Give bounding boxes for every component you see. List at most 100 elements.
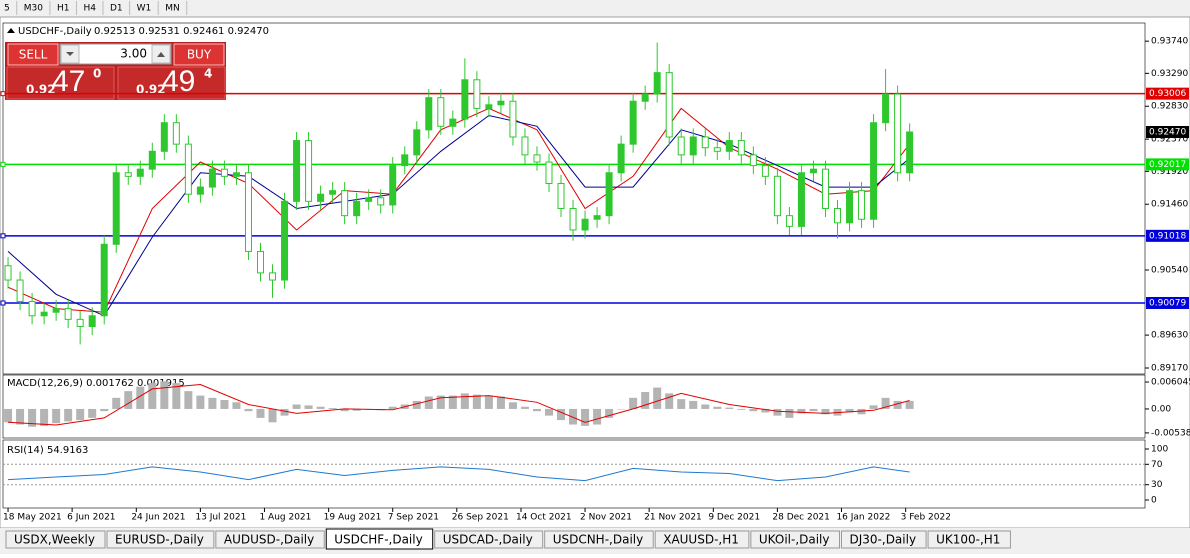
- candle-body: [329, 190, 337, 195]
- sell-button[interactable]: [7, 43, 59, 66]
- y-tick-label: 0.92370: [1151, 135, 1188, 145]
- candle-body: [834, 208, 842, 224]
- candle-body: [809, 168, 817, 174]
- signal-line: [7, 383, 910, 426]
- macd-bar: [737, 408, 746, 410]
- tab[interactable]: [434, 530, 544, 549]
- macd-bar: [148, 383, 157, 409]
- candle-body: [677, 136, 685, 156]
- macd-bar: [725, 407, 734, 409]
- last-price-bg: [1146, 125, 1189, 138]
- tab[interactable]: [325, 528, 434, 550]
- tab[interactable]: [215, 530, 325, 549]
- candle-body: [773, 175, 781, 217]
- chart-window: [0, 16, 1190, 529]
- level-handle: [0, 91, 6, 97]
- x-tick-label: 2 Nov 2021: [580, 513, 632, 523]
- lots-input[interactable]: [59, 43, 172, 65]
- lots-value[interactable]: 3.00: [120, 47, 147, 61]
- candle-body: [317, 193, 325, 202]
- tab-label[interactable]: UKOil-,Daily: [759, 533, 830, 547]
- macd-bar: [749, 408, 758, 412]
- tab[interactable]: [841, 530, 927, 549]
- tab-label[interactable]: USDCHF-,Daily: [334, 533, 422, 547]
- timeframe-button[interactable]: H1: [57, 4, 70, 14]
- candle-body: [172, 122, 180, 145]
- timeframe-button[interactable]: W1: [137, 4, 152, 14]
- tab-label[interactable]: USDX,Weekly: [14, 533, 95, 547]
- macd-bar: [653, 387, 662, 409]
- tab[interactable]: [927, 530, 1011, 549]
- candle-body: [894, 93, 902, 174]
- level-label-bg: [1146, 229, 1189, 242]
- timeframe-button[interactable]: H4: [83, 4, 96, 14]
- x-tick-label: 3 Feb 2022: [901, 513, 951, 523]
- y-tick-label: 0.93740: [1151, 37, 1188, 47]
- candle-body: [220, 168, 228, 177]
- tab[interactable]: [544, 530, 654, 549]
- x-tick-label: 24 Jun 2021: [131, 513, 185, 523]
- macd-bar: [100, 408, 109, 412]
- level-label-bg: [1146, 158, 1189, 171]
- macd-bar: [689, 400, 698, 409]
- tab-label[interactable]: AUDUSD-,Daily: [224, 533, 314, 547]
- macd-bar: [112, 397, 121, 409]
- tab-label[interactable]: DJ30-,Daily: [850, 533, 917, 547]
- sell-label[interactable]: SELL: [19, 48, 48, 62]
- tab-label[interactable]: USDCAD-,Daily: [443, 533, 533, 547]
- tab-label[interactable]: USDCNH-,Daily: [553, 533, 644, 547]
- tab[interactable]: [106, 530, 215, 549]
- candle-body: [545, 161, 553, 184]
- candle-body: [725, 140, 733, 152]
- timeframe-button[interactable]: M30: [24, 4, 43, 14]
- candle-body: [413, 129, 421, 156]
- tab[interactable]: [750, 530, 840, 549]
- buy-button[interactable]: [173, 43, 225, 66]
- y-tick-label: 30: [1151, 480, 1163, 490]
- candle-body: [557, 182, 565, 210]
- tab-label[interactable]: EURUSD-,Daily: [115, 533, 204, 547]
- buy-label[interactable]: BUY: [187, 48, 212, 62]
- tab[interactable]: [5, 530, 106, 549]
- rsi-panel: [2, 439, 1146, 509]
- macd-bar: [436, 395, 445, 409]
- timeframe-button[interactable]: D1: [110, 4, 123, 14]
- tab-label[interactable]: UK100-,H1: [936, 533, 1000, 547]
- macd-bar: [172, 383, 181, 409]
- timeframe-button[interactable]: MN: [165, 4, 180, 14]
- level-handle: [0, 233, 6, 239]
- level-handle: [0, 300, 6, 306]
- candle-body: [160, 122, 168, 152]
- macd-bar: [196, 395, 205, 409]
- candle-body: [389, 165, 397, 206]
- x-tick-label: 6 Jun 2021: [67, 513, 115, 523]
- y-tick-label: 0.93290: [1151, 69, 1188, 79]
- candle-body: [761, 165, 769, 177]
- timeframe-button[interactable]: 5: [4, 4, 10, 14]
- y-tick-label: -0.00538: [1151, 428, 1190, 438]
- macd-bar: [388, 406, 397, 409]
- x-tick-label: 19 Aug 2021: [324, 513, 382, 523]
- tab-label[interactable]: XAUUSD-,H1: [663, 533, 739, 547]
- quote: 0.92513 0.92531 0.92461 0.92470: [94, 26, 269, 37]
- candle-body: [521, 136, 529, 156]
- macd-bar: [821, 408, 830, 415]
- candle-body: [906, 131, 914, 174]
- macd-bar: [244, 408, 253, 412]
- macd-bar: [64, 408, 73, 422]
- candle-body: [341, 190, 349, 217]
- collapse-icon[interactable]: [7, 28, 15, 33]
- candle-body: [533, 154, 541, 163]
- tab[interactable]: [654, 530, 750, 549]
- macd-bar: [665, 393, 674, 409]
- toolbar: [0, 0, 1190, 17]
- candle-body: [269, 272, 277, 281]
- candle-body: [76, 318, 84, 328]
- candle-body: [437, 97, 445, 127]
- candle-body: [281, 200, 289, 281]
- candle-body: [148, 150, 156, 170]
- candle-body: [689, 136, 697, 156]
- macd-bar: [88, 408, 97, 418]
- candle-body: [16, 279, 24, 302]
- macd-bar: [677, 399, 686, 409]
